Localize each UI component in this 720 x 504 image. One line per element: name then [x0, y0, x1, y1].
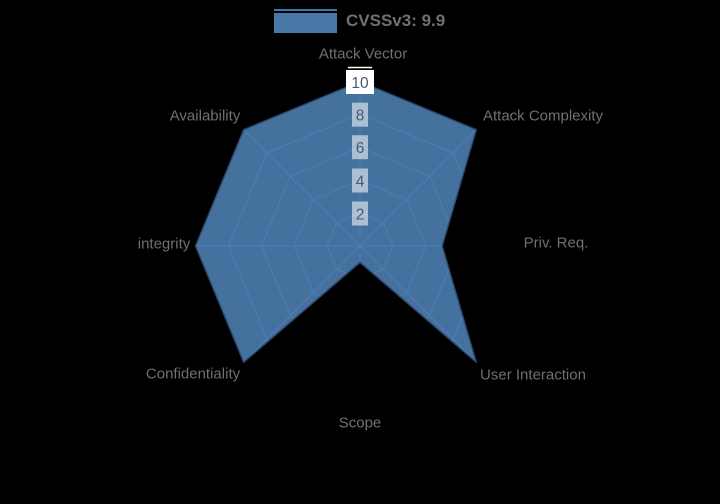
- svg-text:10: 10: [351, 75, 369, 92]
- svg-text:6: 6: [356, 140, 365, 157]
- svg-text:4: 4: [356, 174, 365, 191]
- svg-text:2: 2: [356, 207, 365, 224]
- svg-text:8: 8: [356, 108, 365, 125]
